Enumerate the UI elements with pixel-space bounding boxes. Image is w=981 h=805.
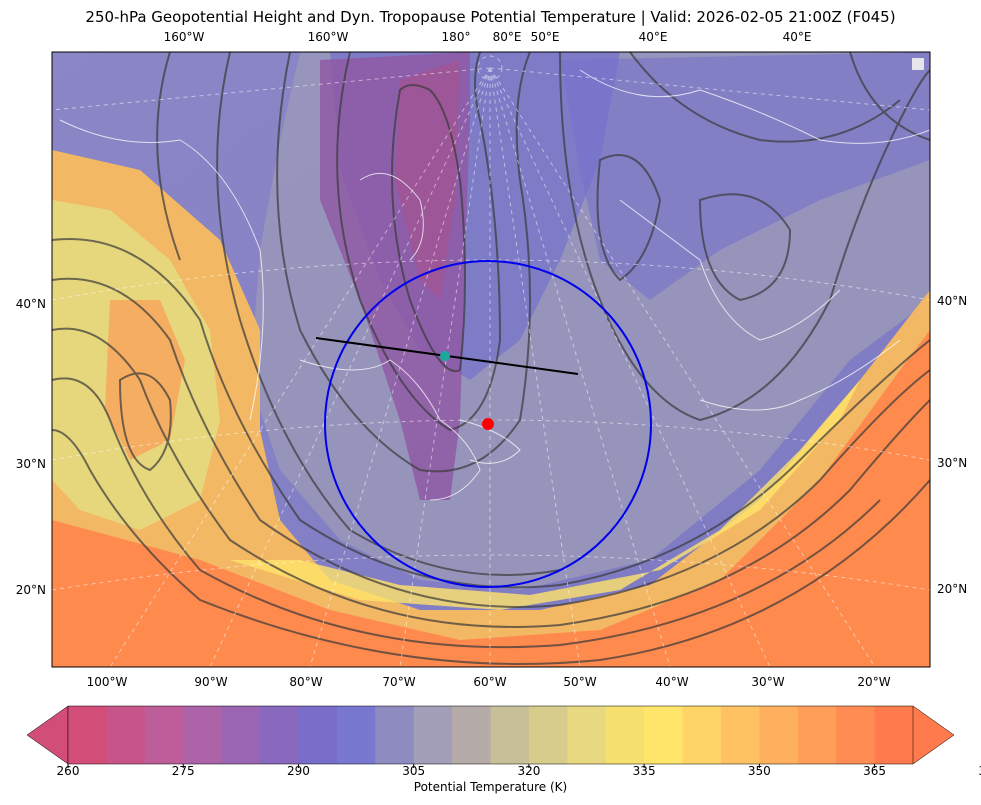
top-lon-label: 160°W: [164, 30, 205, 44]
colorbar-cell: [682, 706, 722, 764]
colorbar-cell: [298, 706, 338, 764]
colorbar-max-extend: [912, 705, 955, 765]
bottom-lon-label: 100°W: [87, 675, 128, 689]
colorbar-cell: [490, 706, 530, 764]
right-lat-label: 40°N: [937, 294, 967, 308]
colorbar-cell: [797, 706, 837, 764]
analysis-radius-circle: [324, 260, 652, 588]
colorbar-tick-label: 335: [633, 764, 656, 778]
left-lat-label: 20°N: [16, 583, 46, 597]
bottom-lon-label: 70°W: [382, 675, 415, 689]
graticule: [52, 55, 930, 667]
colorbar-cell: [528, 706, 568, 764]
right-lat-labels: 40°N 30°N 20°N: [937, 294, 967, 596]
left-lat-labels: 40°N 30°N 20°N: [16, 297, 46, 597]
map-title: 250-hPa Geopotential Height and Dyn. Tro…: [85, 8, 896, 26]
colorbar-tick-label: 290: [287, 764, 310, 778]
geopotential-height-contours: [52, 52, 930, 665]
theta-field-warm-west: [52, 150, 930, 667]
coastlines: [59, 69, 930, 501]
theta-field-hot-south: [52, 330, 930, 667]
colorbar-cell: [68, 706, 107, 764]
theta-field-orange-core: [105, 300, 185, 460]
colorbar-frame: [67, 705, 914, 765]
colorbar-cell: [644, 706, 684, 764]
bottom-lon-label: 40°W: [655, 675, 688, 689]
bottom-lon-label: 30°W: [751, 675, 784, 689]
top-lon-label: 40°E: [783, 30, 812, 44]
colorbar-cell: [183, 706, 223, 764]
top-lon-label: 180°: [442, 30, 471, 44]
colorbar-cell: [720, 706, 760, 764]
bottom-lon-label: 80°W: [289, 675, 322, 689]
colorbar-cell: [221, 706, 261, 764]
colorbar-cell: [106, 706, 146, 764]
colorbar-tick-label: 275: [172, 764, 195, 778]
top-lon-label: 50°E: [531, 30, 560, 44]
colorbar-tick-label: 320: [517, 764, 540, 778]
map-panel: [52, 52, 930, 667]
left-lat-label: 40°N: [16, 297, 46, 311]
map-frame: [51, 51, 931, 668]
colorbar-cell: [336, 706, 376, 764]
bottom-lon-labels: 100°W 90°W 80°W 70°W 60°W 50°W 40°W 30°W…: [87, 675, 891, 689]
center-point-marker: [482, 418, 494, 430]
colorbar-cell: [375, 706, 415, 764]
left-lat-label: 30°N: [16, 457, 46, 471]
right-lat-label: 20°N: [937, 582, 967, 596]
right-lat-label: 30°N: [937, 456, 967, 470]
colorbar-cell: [452, 706, 491, 764]
colorbar-cell: [144, 706, 184, 764]
colorbar-tick-label: 380: [978, 764, 981, 778]
colorbar-tick-label: 305: [402, 764, 425, 778]
top-lon-label: 160°W: [308, 30, 349, 44]
top-lon-label: 80°E: [493, 30, 522, 44]
colorbar-label: Potential Temperature (K): [413, 780, 568, 794]
bottom-lon-label: 20°W: [857, 675, 890, 689]
colorbar-cell: [836, 706, 876, 764]
bottom-lon-label: 90°W: [194, 675, 227, 689]
colorbar: 260 275 290 305 320 335 350 365 380: [26, 705, 981, 778]
bottom-lon-label: 50°W: [563, 675, 596, 689]
cyan-point-marker: [440, 351, 450, 361]
colorbar-cell: [759, 706, 799, 764]
colorbar-tick-label: 350: [748, 764, 771, 778]
theta-field-dark-purple: [395, 60, 460, 300]
colorbar-tick-label: 365: [863, 764, 886, 778]
colorbar-cell: [260, 706, 299, 764]
colorbar-cell: [605, 706, 645, 764]
colorbar-min-extend: [26, 705, 69, 765]
colorbar-tick-label: 260: [57, 764, 80, 778]
colorbar-cell: [874, 706, 914, 764]
top-lon-labels: 160°W 160°W 180° 80°E 50°E 40°E 40°E: [164, 30, 812, 44]
colorbar-cell: [567, 706, 607, 764]
bottom-lon-label: 60°W: [473, 675, 506, 689]
top-lon-label: 40°E: [639, 30, 668, 44]
colorbar-cell: [413, 706, 453, 764]
theta-field-blue-east: [560, 52, 930, 300]
legend-placeholder-box: [912, 58, 924, 70]
